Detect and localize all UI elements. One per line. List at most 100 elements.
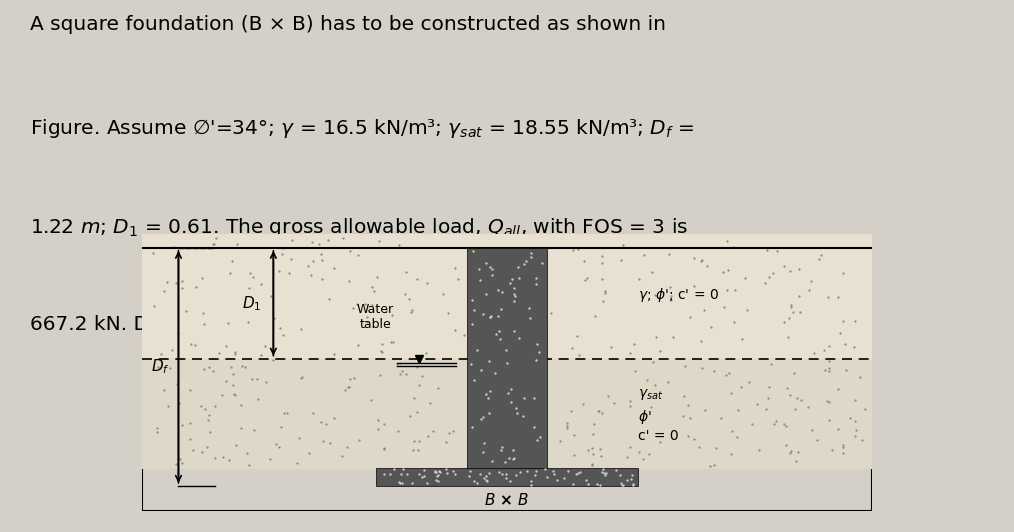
Point [723,388,739,397]
Point [494,288,510,297]
Point [741,377,757,386]
Point [405,479,421,487]
Point [506,327,522,335]
Point [242,269,259,277]
Point [265,356,281,364]
Point [506,297,522,305]
Point [729,433,745,441]
Point [569,331,585,340]
Bar [142,234,872,359]
Point [165,243,182,251]
Point [723,427,739,435]
Point [782,390,798,399]
Point [414,372,430,380]
Text: $D_1$: $D_1$ [241,294,262,313]
Point [227,440,243,449]
Point [570,245,586,253]
Point [813,250,829,259]
Point [702,462,718,470]
Point [416,466,432,474]
Point [194,401,210,410]
Point [639,376,655,384]
Point [349,300,365,308]
Point [800,403,816,411]
Point [281,269,297,277]
Point [464,320,481,329]
Point [594,409,610,418]
Point [275,331,291,339]
Point [416,472,432,480]
Point [647,290,663,299]
Point [173,459,190,467]
Point [782,448,798,457]
Point [473,470,489,478]
Point [150,362,166,371]
Point [788,456,804,465]
Point [696,306,712,314]
Point [505,446,521,454]
Point [266,313,282,322]
Point [511,334,527,342]
Point [430,476,446,485]
Point [182,386,198,394]
Bar [375,468,639,486]
Point [482,313,498,321]
Point [719,237,735,246]
Point [163,345,179,354]
Point [292,374,308,383]
Point [369,273,385,281]
Point [821,357,838,365]
Point [792,307,808,316]
Point [626,479,642,488]
Point [613,480,630,489]
Point [394,479,411,487]
Point [252,351,269,359]
Point [425,427,441,435]
Point [276,409,292,417]
Point [274,250,290,259]
Point [151,364,167,372]
Point [730,405,746,414]
Point [498,345,514,354]
Point [681,313,698,322]
Point [817,365,834,374]
Point [393,470,410,478]
Point [675,412,692,420]
Point [371,371,387,379]
Point [515,412,531,420]
Point [494,443,510,451]
Point [509,409,525,417]
Point [648,332,664,341]
Point [476,439,492,448]
Point [622,348,638,357]
Point [663,296,679,305]
Point [411,469,427,478]
Point [676,361,693,370]
Point [723,450,739,459]
Point [447,264,463,272]
Point [854,435,870,444]
Point [445,426,461,435]
Point [594,252,610,261]
Point [586,420,602,428]
Point [289,458,305,467]
Point [622,397,638,405]
Point [304,238,320,246]
Point [568,470,584,478]
Point [635,455,651,464]
Point [464,296,481,304]
Point [227,350,243,359]
Point [414,472,430,481]
Point [476,473,492,482]
Point [500,389,516,397]
Text: Water
table: Water table [357,303,394,331]
Point [526,470,542,479]
Point [391,241,408,250]
Point [502,279,518,287]
Point [224,257,240,265]
Point [407,394,423,402]
Point [350,340,366,349]
Point [385,337,402,346]
Point [816,346,832,355]
Point [340,443,356,451]
